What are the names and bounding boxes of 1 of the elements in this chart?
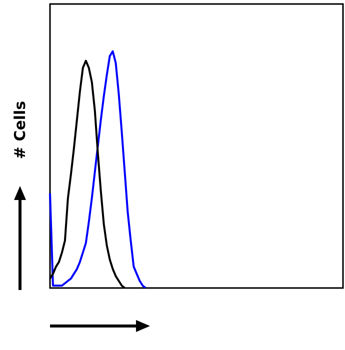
y-axis-title: # Cells: [11, 100, 29, 160]
